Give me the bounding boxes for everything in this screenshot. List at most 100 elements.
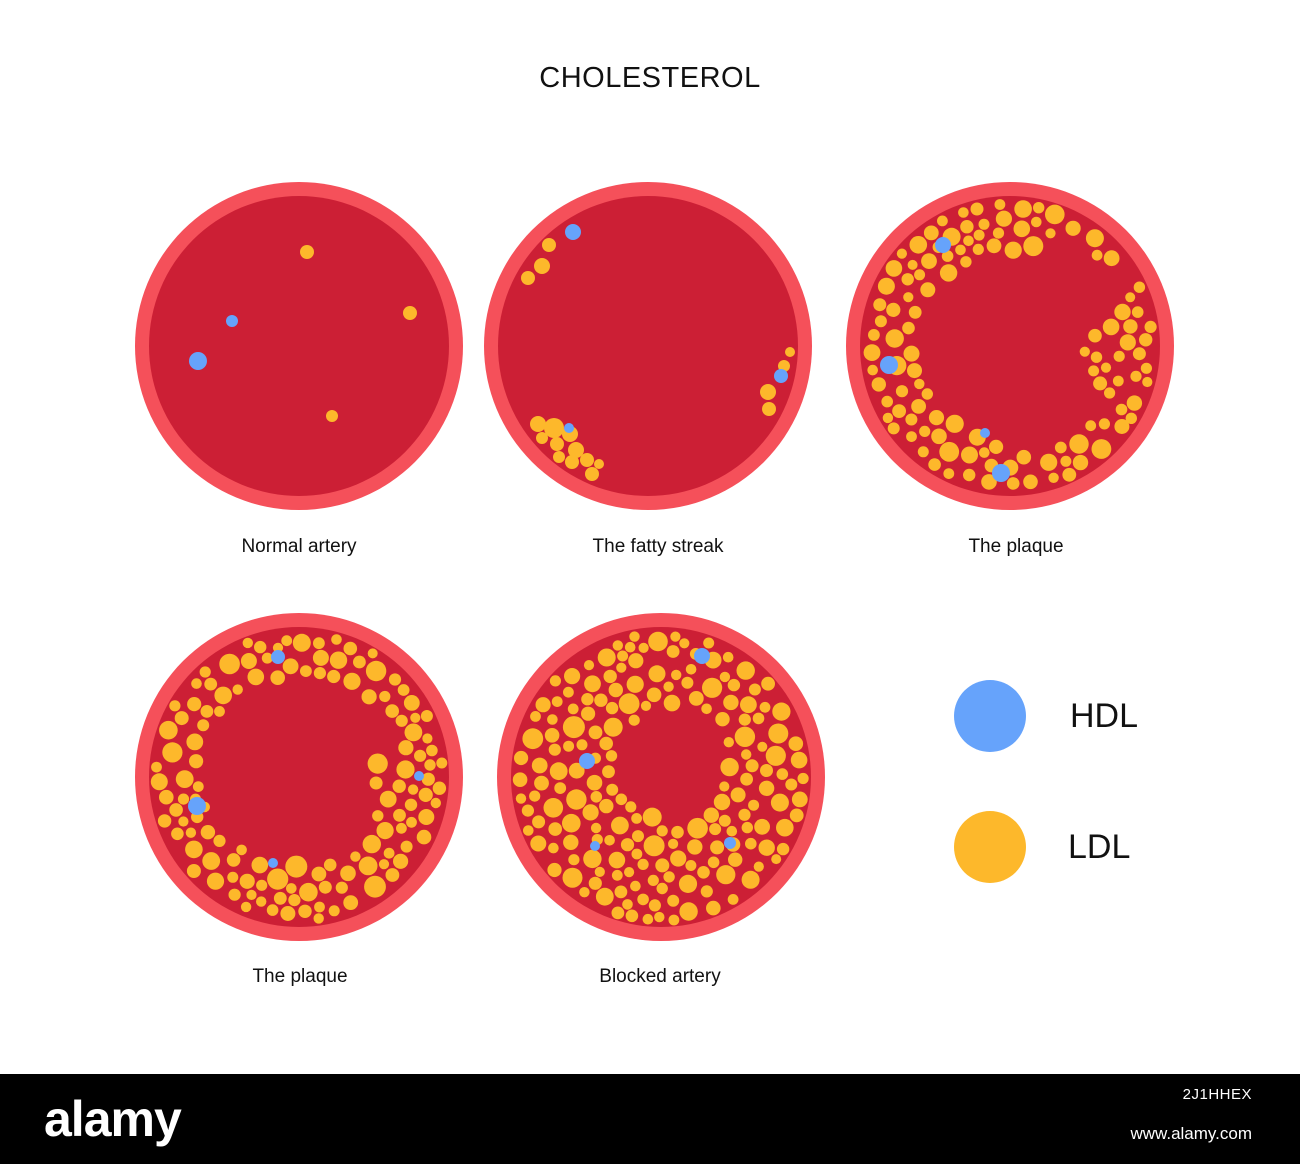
ldl-particle — [928, 458, 941, 471]
ldl-particle — [534, 258, 550, 274]
ldl-particle — [1023, 474, 1038, 490]
ldl-particle — [584, 675, 601, 693]
ldl-particle — [618, 693, 640, 715]
ldl-particle — [393, 853, 409, 869]
ldl-particle — [200, 705, 214, 718]
ldl-particle — [642, 913, 654, 925]
ldl-particle — [251, 856, 269, 874]
ldl-particle — [565, 455, 579, 469]
ldl-particle — [256, 879, 268, 891]
ldl-particle — [885, 329, 904, 348]
ldl-particle — [718, 814, 731, 827]
ldl-particle — [1103, 250, 1120, 267]
hdl-particle — [935, 237, 951, 253]
ldl-particle — [247, 668, 265, 686]
ldl-particle — [611, 869, 623, 881]
ldl-particle — [638, 642, 649, 653]
ldl-particle — [1125, 412, 1137, 424]
ldl-particle — [1016, 449, 1032, 465]
ldl-particle — [240, 653, 257, 669]
ldl-particle — [189, 754, 204, 769]
ldl-particle — [599, 798, 614, 814]
ldl-particle — [629, 631, 640, 642]
ldl-particle — [611, 906, 625, 920]
ldl-particle — [426, 744, 438, 757]
ldl-particle — [760, 764, 773, 777]
ldl-particle — [643, 835, 665, 857]
ldl-particle — [328, 905, 340, 917]
ldl-particle — [232, 684, 243, 695]
ldl-particle — [568, 762, 585, 779]
ldl-particle — [758, 780, 775, 796]
ldl-particle — [312, 649, 329, 666]
ldl-particle — [995, 210, 1012, 227]
ldl-particle — [928, 410, 945, 426]
ldl-particle — [740, 696, 757, 714]
footer-bar: alamy 2J1HHEX www.alamy.com — [0, 1074, 1300, 1164]
ldl-particle — [191, 678, 202, 689]
ldl-particle — [1085, 420, 1097, 432]
ldl-particle — [159, 720, 178, 740]
ldl-particle — [909, 236, 928, 254]
ldl-particle — [740, 772, 753, 786]
ldl-particle — [730, 787, 746, 803]
ldl-particle — [1123, 319, 1138, 334]
ldl-particle — [715, 712, 730, 727]
ldl-particle — [770, 793, 789, 812]
ldl-particle — [213, 834, 226, 847]
ldl-particle — [329, 651, 348, 669]
ldl-particle — [590, 791, 603, 803]
ldl-particle — [666, 645, 680, 658]
ldl-particle — [765, 745, 786, 766]
ldl-particle — [535, 697, 551, 713]
ldl-particle — [414, 749, 427, 762]
ldl-particle — [521, 804, 534, 817]
ldl-particle — [178, 816, 189, 827]
ldl-particle — [941, 250, 954, 262]
ldl-particle — [687, 839, 703, 855]
ldl-particle — [547, 862, 562, 878]
ldl-particle — [406, 816, 417, 828]
artery-lumen — [860, 196, 1160, 496]
ldl-particle — [554, 782, 567, 794]
ldl-particle — [185, 840, 203, 859]
ldl-particle — [647, 874, 659, 886]
ldl-particle — [385, 704, 399, 718]
ldl-particle — [362, 834, 381, 854]
ldl-particle — [703, 637, 715, 649]
ldl-particle — [288, 894, 301, 907]
ldl-particle — [895, 385, 909, 398]
ldl-particle — [963, 468, 976, 482]
ldl-particle — [923, 225, 939, 241]
ldl-particle — [240, 901, 252, 913]
ldl-particle — [585, 467, 599, 481]
ldl-particle — [206, 872, 225, 890]
ldl-particle — [393, 808, 406, 822]
ldl-particle — [563, 834, 579, 850]
ldl-particle — [313, 637, 325, 650]
ldl-particle — [986, 238, 1002, 254]
ldl-particle — [1054, 441, 1067, 454]
ldl-particle — [905, 413, 918, 426]
image-id: 2J1HHEX — [1182, 1086, 1252, 1103]
ldl-particle — [177, 793, 190, 805]
ldl-particle — [254, 640, 267, 654]
ldl-particle — [790, 751, 808, 769]
ldl-particle — [668, 838, 679, 849]
ldl-particle — [372, 810, 384, 822]
ldl-particle — [611, 816, 629, 835]
ldl-particle — [361, 689, 377, 705]
ldl-particle — [789, 808, 804, 823]
ldl-particle — [628, 714, 640, 726]
ldl-particle — [720, 757, 739, 777]
ldl-particle — [1013, 220, 1031, 238]
artery-normal — [135, 182, 463, 510]
ldl-particle — [568, 442, 584, 458]
ldl-particle — [581, 706, 596, 721]
ldl-particle — [738, 808, 751, 821]
ldl-particle — [921, 253, 937, 269]
ldl-particle — [311, 866, 327, 882]
ldl-particle — [530, 835, 547, 852]
ldl-particle — [1139, 333, 1153, 347]
ldl-particle — [285, 855, 308, 878]
